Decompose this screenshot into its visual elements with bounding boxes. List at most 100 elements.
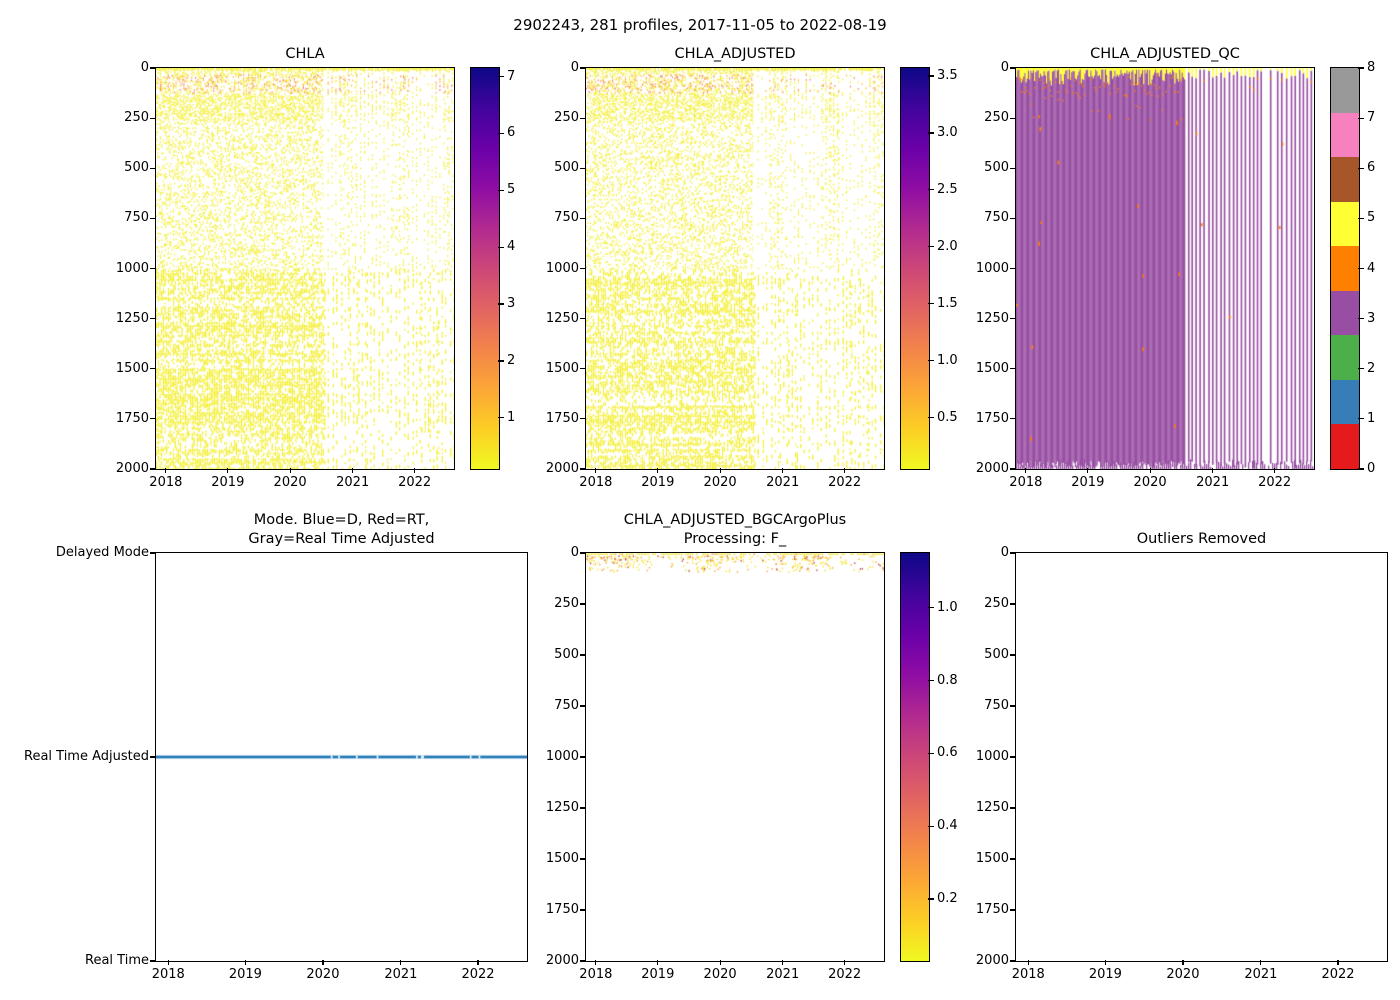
x-tick-label: 2022 bbox=[1258, 475, 1292, 490]
y-tick-label: 1750 bbox=[975, 902, 1009, 917]
y-tick-label: 1500 bbox=[975, 851, 1009, 866]
panel-title-bgcargoplus: CHLA_ADJUSTED_BGCArgoPlus Processing: F_ bbox=[623, 512, 847, 548]
panel-title-outliers-removed: Outliers Removed bbox=[1136, 531, 1267, 548]
colorbar-tick-label: 3 bbox=[507, 296, 516, 312]
y-tick-label: 750 bbox=[984, 698, 1009, 713]
qc-colorbar: 0 1 2 3 4 5 6 7 8 bbox=[1330, 60, 1375, 476]
x-tick-label: 2018 bbox=[149, 475, 183, 490]
tick-mark bbox=[150, 552, 155, 554]
tick-mark bbox=[928, 752, 934, 754]
x-tick-label: 2019 bbox=[211, 475, 245, 490]
y-tick-label: 0 bbox=[1000, 60, 1009, 75]
tick-mark bbox=[928, 132, 934, 134]
colorbar-tick-label: 6 bbox=[1367, 160, 1376, 176]
x-tick-label: 2020 bbox=[703, 475, 737, 490]
qc-color-segment bbox=[1331, 68, 1359, 113]
y-tick-label: 1750 bbox=[975, 410, 1009, 426]
panel-chla-adjusted-qc: CHLA_ADJUSTED_QC 2018 2019 2020 2021 2022 0 25… bbox=[976, 46, 1315, 490]
tick-mark bbox=[580, 167, 585, 169]
colorbar-tick-label: 0.5 bbox=[937, 409, 958, 425]
tick-mark bbox=[1010, 909, 1015, 911]
tick-mark bbox=[1010, 756, 1015, 758]
y-tick-label: 500 bbox=[554, 160, 579, 176]
y-tick-label: 1250 bbox=[115, 310, 149, 326]
tick-mark bbox=[1358, 368, 1364, 370]
tick-mark bbox=[150, 67, 155, 69]
colorbar-tick-label: 6 bbox=[507, 125, 516, 141]
x-tick-label: 2020 bbox=[1166, 967, 1200, 982]
x-tick-label: 2021 bbox=[1196, 475, 1230, 490]
x-tick-label: 2020 bbox=[306, 967, 340, 982]
tick-mark bbox=[580, 418, 585, 420]
y-tick-label: 750 bbox=[984, 210, 1009, 226]
qc-color-segment bbox=[1331, 290, 1359, 336]
x-tick-label: 2022 bbox=[398, 475, 432, 490]
tick-mark bbox=[1010, 368, 1015, 370]
panel-title-chla-adjusted: CHLA_ADJUSTED bbox=[674, 46, 796, 63]
y-tick-label: 0 bbox=[140, 60, 149, 75]
panel-chla: CHLA 2018 2019 2020 2021 2022 0 250 500 750 1000 1… bbox=[116, 46, 455, 490]
tick-mark bbox=[1010, 318, 1015, 320]
tick-mark bbox=[1010, 552, 1015, 554]
y-tick-label: 750 bbox=[554, 210, 579, 226]
tick-mark bbox=[150, 117, 155, 119]
tick-mark bbox=[150, 468, 155, 470]
tick-mark bbox=[580, 552, 585, 554]
y-tick-label: 250 bbox=[124, 110, 149, 126]
tick-mark bbox=[1358, 217, 1364, 219]
colorbar-tick-label: 1 bbox=[507, 409, 516, 425]
x-tick-label: 2020 bbox=[703, 967, 737, 982]
tick-mark bbox=[1010, 807, 1015, 809]
x-tick-label: 2022 bbox=[461, 967, 495, 982]
colorbar-tick-label: 3.0 bbox=[937, 124, 958, 140]
qc-color-segment bbox=[1331, 379, 1359, 425]
colorbar-tick-label: 2 bbox=[507, 352, 516, 368]
tick-mark bbox=[1010, 705, 1015, 707]
y-tick-label: 500 bbox=[554, 647, 579, 662]
panel-title-chla: CHLA bbox=[285, 46, 325, 63]
x-tick-label: 2018 bbox=[579, 967, 613, 982]
y-tick-label: 750 bbox=[554, 698, 579, 713]
chla-adjusted-qc-heatmap bbox=[1016, 68, 1314, 469]
tick-mark bbox=[1027, 960, 1029, 965]
tick-mark bbox=[1104, 960, 1106, 965]
y-tick-label: 1750 bbox=[545, 410, 579, 426]
tick-mark bbox=[1182, 960, 1184, 965]
tick-mark bbox=[150, 756, 155, 758]
y-tick-label: 2000 bbox=[545, 953, 579, 968]
tick-mark bbox=[289, 468, 291, 473]
tick-mark bbox=[1010, 167, 1015, 169]
y-tick-label: 1750 bbox=[115, 410, 149, 426]
x-tick-label: 2019 bbox=[641, 475, 675, 490]
tick-mark bbox=[165, 468, 167, 473]
y-tick-label: 500 bbox=[984, 160, 1009, 176]
tick-mark bbox=[1358, 418, 1364, 420]
tick-mark bbox=[580, 960, 585, 962]
tick-mark bbox=[150, 318, 155, 320]
tick-mark bbox=[498, 360, 504, 362]
y-tick-label: 1500 bbox=[975, 360, 1009, 376]
tick-mark bbox=[580, 318, 585, 320]
qc-color-segment bbox=[1331, 246, 1359, 291]
tick-mark bbox=[150, 418, 155, 420]
colorbar-tick-label: 7 bbox=[507, 68, 516, 84]
x-tick-label: 2021 bbox=[336, 475, 370, 490]
x-tick-label: 2022 bbox=[1321, 967, 1355, 982]
mode-line-plot bbox=[156, 553, 527, 961]
y-tick-label: 250 bbox=[984, 596, 1009, 611]
tick-mark bbox=[928, 417, 934, 419]
panel-outliers-removed: Outliers Removed 2018 2019 2020 2021 2022 0 25… bbox=[976, 531, 1388, 982]
x-tick-label: 2019 bbox=[641, 967, 675, 982]
tick-mark bbox=[1010, 217, 1015, 219]
tick-mark bbox=[498, 189, 504, 191]
tick-mark bbox=[1358, 167, 1364, 169]
y-tick-label: 0 bbox=[570, 545, 579, 560]
tick-mark bbox=[928, 898, 934, 900]
colorbar-tick-label: 5 bbox=[1367, 210, 1376, 226]
x-tick-label: 2021 bbox=[384, 967, 418, 982]
y-tick-label: 0 bbox=[570, 60, 579, 75]
qc-color-segment bbox=[1331, 424, 1359, 469]
tick-mark bbox=[150, 167, 155, 169]
x-tick-label: 2020 bbox=[273, 475, 307, 490]
